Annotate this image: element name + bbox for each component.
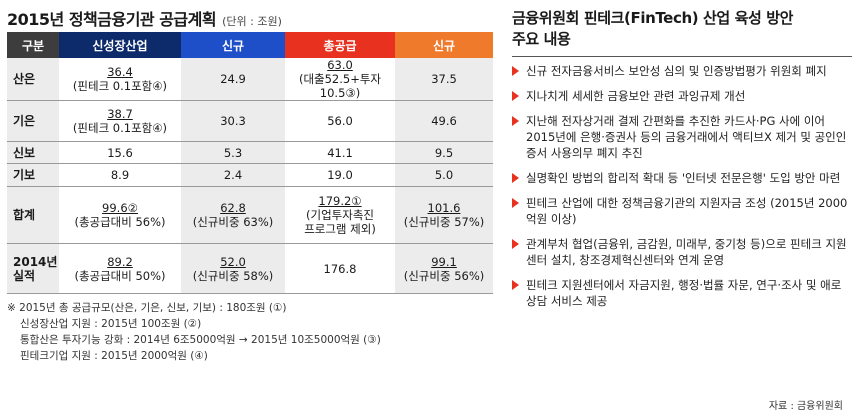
- table-row-2014: 2014년 실적 89.2 (총공급대비 50%) 52.0 (신규비중 58%) 1…: [7, 243, 493, 294]
- header-new-growth: 신성장산업: [59, 32, 181, 58]
- fintech-bullet-list: 신규 전자금융서비스 보안성 심의 및 인증방법평가 위원회 폐지 지나치게 세…: [512, 63, 852, 309]
- footnote: 신성장산업 지원 : 2015년 100조원 (②): [20, 318, 202, 330]
- footnotes: ※ 2015년 총 공급규모(산은, 기은, 신보, 기보) : 180조원 (…: [7, 300, 493, 364]
- source-credit: 자료 : 금융위원회: [768, 401, 843, 412]
- triangle-bullet-icon: [512, 198, 519, 208]
- cell-total-supply: 63.0 (대출52.5+투자10.5③): [285, 58, 395, 101]
- cell-new-1: 2.4: [181, 163, 285, 187]
- list-item: 지나치게 세세한 금융보안 관련 과잉규제 개선: [512, 88, 852, 104]
- cell-new-1: 5.3: [181, 141, 285, 164]
- cell-total-supply: 19.0: [285, 163, 395, 187]
- triangle-bullet-icon: [512, 66, 519, 76]
- row-label: 기보: [7, 163, 59, 187]
- table-row: 신보 15.6 5.3 41.1 9.5: [7, 141, 493, 164]
- fintech-subtitle: 주요 내용: [512, 30, 571, 48]
- cell-total-supply: 56.0: [285, 100, 395, 142]
- list-item: 관계부처 협업(금융위, 금감원, 미래부, 중기청 등)으로 핀테크 지원센터…: [512, 236, 852, 268]
- right-panel: 금융위원회 핀테크(FinTech) 산업 육성 방안 주요 내용 신규 전자금…: [512, 8, 852, 318]
- footnote: ※ 2015년 총 공급규모(산은, 기은, 신보, 기보) : 180조원 (…: [7, 302, 287, 314]
- table-title: 2015년 정책금융기관 공급계획: [7, 10, 217, 29]
- cell-new-1: 52.0 (신규비중 58%): [181, 243, 285, 294]
- cell-new-2: 5.0: [395, 163, 493, 187]
- cell-new-1: 30.3: [181, 100, 285, 142]
- divider: [512, 56, 852, 57]
- cell-new-growth: 15.6: [59, 141, 181, 164]
- list-item: 핀테크 산업에 대한 정책금융기관의 지원자금 조성 (2015년 2000억원…: [512, 195, 852, 227]
- list-item: 핀테크 지원센터에서 자금지원, 행정·법률 자문, 연구·조사 및 애로 상담…: [512, 277, 852, 309]
- cell-new-2: 9.5: [395, 141, 493, 164]
- cell-total-supply: 41.1: [285, 141, 395, 164]
- supply-plan-table: 구분 신성장산업 신규 총공급 신규 산은 36.4 (핀테크 0.1포함④) 2…: [7, 32, 493, 294]
- fintech-title: 금융위원회 핀테크(FinTech) 산업 육성 방안: [512, 9, 794, 27]
- cell-new-2: 49.6: [395, 100, 493, 142]
- left-panel: 2015년 정책금융기관 공급계획 (단위 : 조원) 구분 신성장산업 신규 …: [7, 6, 493, 364]
- triangle-bullet-icon: [512, 91, 519, 101]
- table-row: 기보 8.9 2.4 19.0 5.0: [7, 163, 493, 187]
- triangle-bullet-icon: [512, 173, 519, 183]
- cell-new-growth: 36.4 (핀테크 0.1포함④): [59, 58, 181, 101]
- row-label: 2014년 실적: [7, 243, 59, 294]
- row-label: 산은: [7, 58, 59, 101]
- triangle-bullet-icon: [512, 116, 519, 126]
- cell-new-1: 24.9: [181, 58, 285, 101]
- header-row: 구분 신성장산업 신규 총공급 신규: [7, 32, 493, 58]
- cell-total-supply: 179.2① (기업투자촉진 프로그램 제외): [285, 186, 395, 244]
- table-row-total: 합계 99.6② (총공급대비 56%) 62.8 (신규비중 63%) 179.2…: [7, 186, 493, 244]
- table-row: 기은 38.7 (핀테크 0.1포함④) 30.3 56.0 49.6: [7, 100, 493, 142]
- table-row: 산은 36.4 (핀테크 0.1포함④) 24.9 63.0 (대출52.5+투자1…: [7, 58, 493, 101]
- cell-new-2: 101.6 (신규비중 57%): [395, 186, 493, 244]
- header-new-1: 신규: [181, 32, 285, 58]
- footnote: 통합산은 투자기능 강화 : 2014년 6조5000억원 → 2015년 10…: [20, 334, 381, 346]
- cell-new-2: 99.1 (신규비중 56%): [395, 243, 493, 294]
- cell-new-growth: 38.7 (핀테크 0.1포함④): [59, 100, 181, 142]
- cell-new-growth: 8.9: [59, 163, 181, 187]
- list-item: 실명확인 방법의 합리적 확대 등 '인터넷 전문은행' 도입 방안 마련: [512, 170, 852, 186]
- footnote: 핀테크기업 지원 : 2015년 2000억원 (④): [20, 350, 208, 362]
- cell-new-growth: 89.2 (총공급대비 50%): [59, 243, 181, 294]
- cell-new-2: 37.5: [395, 58, 493, 101]
- row-label: 기은: [7, 100, 59, 142]
- unit-label: (단위 : 조원): [222, 15, 282, 28]
- title-row: 2015년 정책금융기관 공급계획 (단위 : 조원): [7, 6, 493, 32]
- row-label: 신보: [7, 141, 59, 164]
- header-new-2: 신규: [395, 32, 493, 58]
- triangle-bullet-icon: [512, 239, 519, 249]
- list-item: 지난해 전자상거래 결제 간편화를 추진한 카드사·PG 사에 이어 2015년…: [512, 113, 852, 161]
- header-total-supply: 총공급: [285, 32, 395, 58]
- triangle-bullet-icon: [512, 280, 519, 290]
- header-category: 구분: [7, 32, 59, 58]
- cell-total-supply: 176.8: [285, 243, 395, 294]
- list-item: 신규 전자금융서비스 보안성 심의 및 인증방법평가 위원회 폐지: [512, 63, 852, 79]
- cell-new-1: 62.8 (신규비중 63%): [181, 186, 285, 244]
- cell-new-growth: 99.6② (총공급대비 56%): [59, 186, 181, 244]
- row-label: 합계: [7, 186, 59, 244]
